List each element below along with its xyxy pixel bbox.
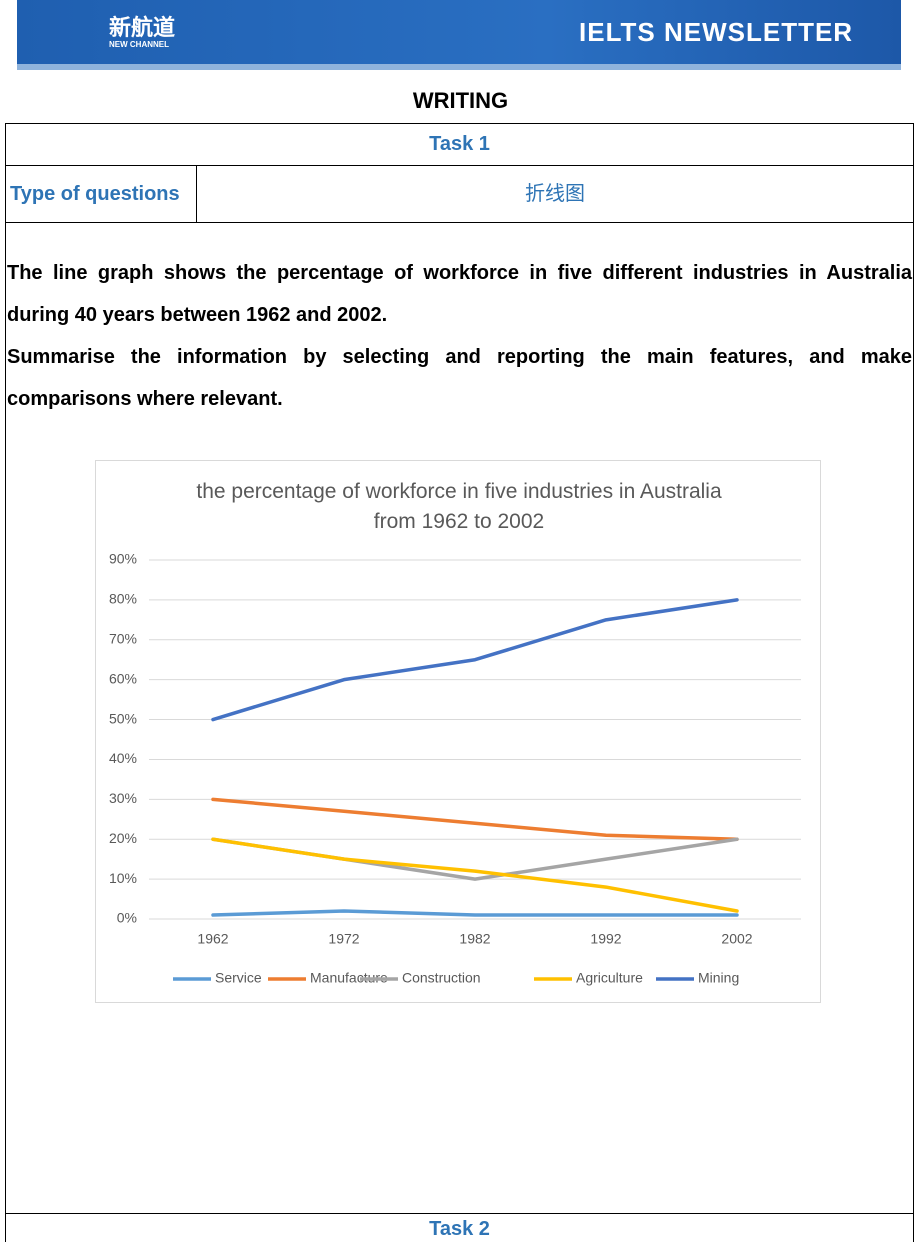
x-tick-label: 1982	[459, 931, 490, 947]
y-tick-label: 30%	[109, 790, 137, 806]
prompt-text: The line graph shows the percentage of w…	[7, 262, 912, 326]
y-tick-label: 20%	[109, 830, 137, 846]
y-tick-label: 40%	[109, 750, 137, 766]
y-tick-label: 50%	[109, 710, 137, 726]
task2: Task 2	[429, 1218, 490, 1240]
series-line	[211, 837, 739, 881]
task2-cell: Task 2	[5, 1213, 914, 1242]
logo: 新航道 NEW CHANNEL	[109, 10, 175, 49]
chart-svg: 0% 10% 20% 30% 40% 50% 60% 70% 80% 90% 1962 1972 198…	[109, 551, 801, 986]
x-tick-label: 2002	[721, 931, 752, 947]
legend-label: Agriculture	[576, 970, 643, 986]
type-value-cell: 折线图	[196, 165, 914, 223]
y-tick-label: 80%	[109, 591, 137, 607]
y-tick-label: 0%	[117, 910, 137, 926]
type-label-cell: Type of questions	[5, 165, 197, 223]
chart: the percentage of workforce in five indu…	[95, 460, 821, 1003]
header: 新航道 NEW CHANNEL IELTS NEWSLETTER	[17, 0, 901, 70]
y-tick-label: 70%	[109, 630, 137, 646]
task1: Task 1	[429, 133, 490, 155]
series-line	[211, 598, 739, 722]
type-value: 折线图	[525, 183, 585, 205]
series-line	[211, 909, 739, 917]
legend-label: Manufacture	[310, 970, 388, 986]
y-tick-label: 10%	[109, 870, 137, 886]
y-tick-label: 60%	[109, 670, 137, 686]
legend-label: Mining	[698, 970, 739, 986]
series-line	[211, 837, 739, 913]
logo-text: 新航道	[109, 15, 176, 40]
y-tick-label: 90%	[109, 551, 137, 567]
type-label: Type of questions	[10, 183, 180, 205]
legend-label: Service	[215, 970, 262, 986]
x-tick-label: 1962	[197, 931, 228, 947]
logo-sub: NEW CHANNEL	[109, 40, 169, 49]
series-line	[211, 797, 739, 841]
chart-title: the percentage of workforce in five indu…	[196, 480, 722, 533]
header-title: IELTS NEWSLETTER	[579, 17, 854, 47]
section-title: WRITING	[412, 88, 509, 113]
prompt: The line graph shows the percentage of w…	[7, 252, 912, 420]
task1-cell: Task 1	[5, 123, 914, 166]
x-tick-label: 1992	[590, 931, 621, 947]
prompt-text: Summarise the information by selecting a…	[7, 346, 912, 410]
legend-label: Construction	[402, 970, 481, 986]
x-tick-label: 1972	[328, 931, 359, 947]
